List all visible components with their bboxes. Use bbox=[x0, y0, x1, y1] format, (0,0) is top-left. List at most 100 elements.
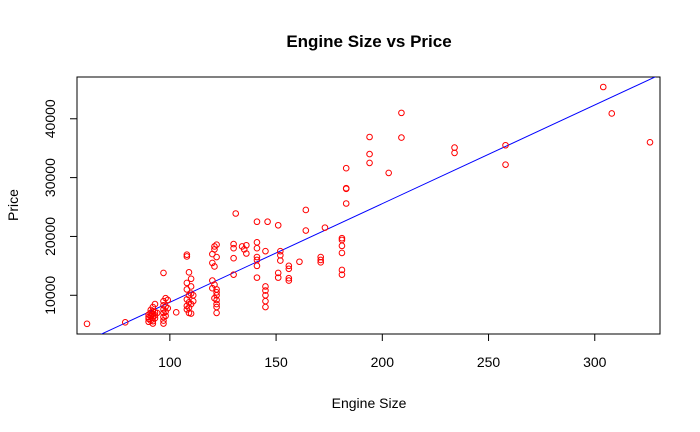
data-point bbox=[189, 291, 197, 299]
data-point bbox=[187, 290, 195, 297]
data-point bbox=[502, 141, 509, 149]
y-axis-label: Price bbox=[5, 189, 21, 221]
data-point bbox=[213, 309, 220, 317]
x-tick-label: 100 bbox=[158, 354, 182, 370]
data-point bbox=[243, 241, 250, 249]
x-tick-label: 200 bbox=[371, 354, 395, 370]
data-point bbox=[262, 303, 269, 311]
data-point bbox=[253, 218, 261, 226]
data-point bbox=[321, 224, 329, 231]
data-point bbox=[162, 312, 169, 320]
data-point bbox=[183, 302, 191, 310]
data-point bbox=[183, 279, 191, 287]
data-point bbox=[209, 284, 216, 292]
data-point bbox=[213, 303, 220, 311]
y-axis: 10000 20000 30000 40000 bbox=[42, 99, 78, 315]
data-point bbox=[338, 236, 346, 244]
data-point bbox=[338, 271, 346, 278]
data-point bbox=[264, 218, 271, 226]
data-point bbox=[366, 150, 373, 158]
data-point bbox=[285, 277, 293, 284]
data-point bbox=[302, 227, 310, 234]
data-point bbox=[262, 287, 269, 294]
x-axis: 100 150 200 250 300 bbox=[158, 333, 607, 370]
data-point bbox=[274, 274, 282, 281]
data-point bbox=[253, 244, 261, 252]
data-point bbox=[185, 299, 193, 306]
data-point bbox=[209, 259, 216, 267]
y-tick-label: 20000 bbox=[42, 217, 58, 256]
data-point bbox=[230, 244, 237, 252]
y-tick-label: 10000 bbox=[42, 276, 58, 315]
data-point bbox=[213, 253, 220, 261]
data-point bbox=[285, 262, 293, 270]
data-point bbox=[153, 309, 161, 317]
data-point bbox=[274, 269, 282, 277]
data-point bbox=[285, 265, 293, 273]
data-point bbox=[398, 109, 405, 117]
data-point bbox=[83, 320, 91, 328]
data-point bbox=[342, 200, 350, 207]
data-point bbox=[342, 164, 350, 172]
data-point bbox=[338, 266, 346, 274]
data-point bbox=[317, 253, 324, 261]
data-point bbox=[262, 247, 269, 255]
data-point bbox=[338, 249, 346, 257]
data-point bbox=[302, 206, 310, 214]
data-point bbox=[253, 253, 261, 261]
data-point bbox=[385, 169, 392, 177]
data-point bbox=[338, 242, 346, 250]
data-point bbox=[213, 296, 220, 304]
y-tick-label: 40000 bbox=[42, 99, 58, 138]
data-point bbox=[187, 283, 195, 290]
data-point bbox=[213, 289, 220, 296]
data-point bbox=[162, 294, 169, 302]
x-tick-label: 150 bbox=[264, 354, 288, 370]
points-layer bbox=[83, 83, 654, 328]
data-point bbox=[451, 144, 458, 151]
data-point bbox=[253, 239, 261, 246]
y-tick-label: 30000 bbox=[42, 158, 58, 197]
data-point bbox=[183, 253, 191, 260]
data-point bbox=[277, 247, 284, 255]
chart-title: Engine Size vs Price bbox=[286, 32, 451, 51]
data-point bbox=[211, 263, 218, 270]
data-point bbox=[338, 234, 346, 242]
data-point bbox=[172, 309, 180, 316]
fit-line-layer bbox=[100, 77, 657, 334]
data-point bbox=[232, 210, 240, 217]
data-point bbox=[451, 149, 458, 157]
data-point bbox=[187, 310, 195, 317]
data-point bbox=[162, 303, 169, 310]
data-point bbox=[183, 251, 191, 258]
data-point bbox=[342, 184, 350, 192]
data-point bbox=[160, 269, 167, 277]
data-point bbox=[608, 110, 616, 117]
data-point bbox=[213, 286, 220, 293]
data-point bbox=[183, 306, 191, 313]
data-point bbox=[366, 133, 373, 141]
x-axis-label: Engine Size bbox=[332, 395, 407, 411]
data-point bbox=[243, 250, 250, 257]
data-point bbox=[285, 274, 293, 282]
data-point bbox=[211, 243, 218, 250]
x-tick-label: 250 bbox=[477, 354, 501, 370]
data-point bbox=[164, 304, 172, 312]
data-point bbox=[274, 221, 282, 229]
data-point bbox=[185, 269, 193, 276]
data-point bbox=[164, 296, 172, 304]
data-point bbox=[230, 240, 237, 248]
data-point bbox=[262, 283, 269, 290]
data-point bbox=[398, 134, 405, 141]
data-point bbox=[185, 291, 193, 299]
x-tick-label: 300 bbox=[583, 354, 607, 370]
data-point bbox=[599, 83, 607, 91]
data-point bbox=[230, 254, 237, 262]
data-point bbox=[187, 275, 195, 283]
data-point bbox=[230, 271, 237, 278]
data-point bbox=[262, 297, 269, 305]
data-point bbox=[213, 241, 220, 248]
data-point bbox=[296, 258, 303, 266]
data-point bbox=[151, 300, 159, 308]
data-point bbox=[277, 251, 284, 259]
